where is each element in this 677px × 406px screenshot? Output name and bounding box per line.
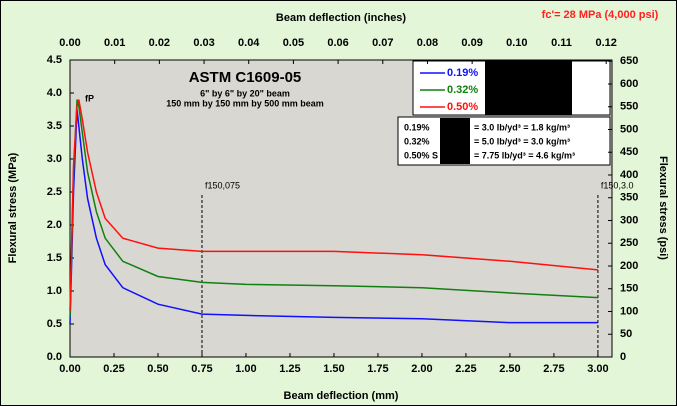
y-axis-title: Flexural stress (MPa)	[7, 152, 19, 263]
chart: Beam deflection (inches) fc'= 28 MPa (4,…	[0, 0, 677, 406]
y2-tick-label: 350	[620, 192, 638, 204]
y-tick-label: 1.5	[47, 252, 62, 264]
legend-label: 0.19%	[447, 67, 478, 79]
x2-tick-label: 0.08	[417, 37, 438, 49]
x-tick-label: 1.25	[279, 363, 300, 375]
x-tick-label: 0.50	[147, 363, 168, 375]
x2-tick-label: 0.02	[149, 37, 170, 49]
y2-tick-label: 650	[620, 55, 638, 67]
x-tick-label: 2.25	[455, 363, 476, 375]
x2-tick-label: 0.04	[238, 37, 260, 49]
x2-tick-label: 0.06	[327, 37, 348, 49]
y2-tick-label: 250	[620, 237, 638, 249]
y2-axis-title: Flexural stress (psi)	[657, 156, 669, 260]
table-fraction: 0.32%	[404, 136, 430, 146]
x2-axis-title: Beam deflection (inches)	[276, 12, 407, 24]
y2-tick-label: 450	[620, 146, 638, 158]
y2-tick-label: 600	[620, 78, 638, 90]
legend-label: 0.32%	[447, 84, 478, 96]
table-text: = 5.0 lb/yd³ = 3.0 kg/m³	[474, 136, 570, 146]
annotation: fc'= 28 MPa (4,000 psi)	[542, 9, 659, 21]
table-text: = 7.75 lb/yd³ = 4.6 kg/m³	[474, 150, 575, 160]
redaction	[485, 61, 572, 115]
x-tick-label: 0.25	[103, 363, 124, 375]
x-tick-label: 0.00	[59, 363, 80, 375]
y-tick-label: 2.5	[47, 186, 62, 198]
marker-label: f150,3.0	[601, 180, 634, 190]
legend-label: 0.50%	[447, 101, 478, 113]
y2-tick-label: 500	[620, 123, 638, 135]
x-tick-label: 3.00	[587, 363, 608, 375]
x2-tick-label: 0.00	[59, 37, 80, 49]
y-tick-label: 3.5	[47, 120, 62, 132]
x2-tick-label: 0.01	[104, 37, 125, 49]
y2-tick-label: 400	[620, 169, 638, 181]
x2-tick-label: 0.03	[193, 37, 214, 49]
x-tick-label: 2.50	[499, 363, 520, 375]
y-tick-label: 4.0	[47, 87, 62, 99]
y2-tick-label: 100	[620, 305, 638, 317]
y-tick-label: 0.5	[47, 318, 62, 330]
x2-tick-label: 0.10	[506, 37, 527, 49]
x2-tick-label: 0.09	[461, 37, 482, 49]
marker-label: f150,075	[205, 180, 240, 190]
table-fraction: 0.50% S	[404, 150, 438, 160]
x-tick-label: 1.00	[235, 363, 256, 375]
x-tick-label: 2.75	[543, 363, 564, 375]
y-tick-label: 0.0	[47, 351, 62, 363]
y2-tick-label: 200	[620, 260, 638, 272]
table-text: = 3.0 lb/yd³ = 1.8 kg/m³	[474, 122, 570, 132]
redaction	[440, 118, 470, 164]
x-axis-title: Beam deflection (mm)	[284, 390, 399, 402]
x-tick-label: 1.75	[367, 363, 388, 375]
x-tick-label: 1.50	[323, 363, 344, 375]
table-fraction: 0.19%	[404, 122, 430, 132]
y2-tick-label: 0	[620, 351, 626, 363]
y2-tick-label: 550	[620, 101, 638, 113]
y-tick-label: 1.0	[47, 285, 62, 297]
y-tick-label: 4.5	[47, 54, 62, 66]
y-tick-label: 3.0	[47, 153, 62, 165]
peak-label: fP	[85, 93, 94, 103]
x-tick-label: 2.00	[411, 363, 432, 375]
subtitle: 6" by 6" by 20" beam	[200, 88, 290, 98]
y2-tick-label: 300	[620, 214, 638, 226]
y2-tick-label: 50	[620, 328, 632, 340]
x2-tick-label: 0.12	[595, 37, 616, 49]
subtitle: 150 mm by 150 mm by 500 mm beam	[166, 98, 324, 108]
x-tick-label: 0.75	[191, 363, 212, 375]
y2-tick-label: 150	[620, 283, 638, 295]
y-tick-label: 2.0	[47, 219, 62, 231]
chart-title: ASTM C1609-05	[189, 69, 302, 86]
x2-tick-label: 0.05	[283, 37, 304, 49]
x2-tick-label: 0.07	[372, 37, 393, 49]
x2-tick-label: 0.11	[551, 37, 572, 49]
